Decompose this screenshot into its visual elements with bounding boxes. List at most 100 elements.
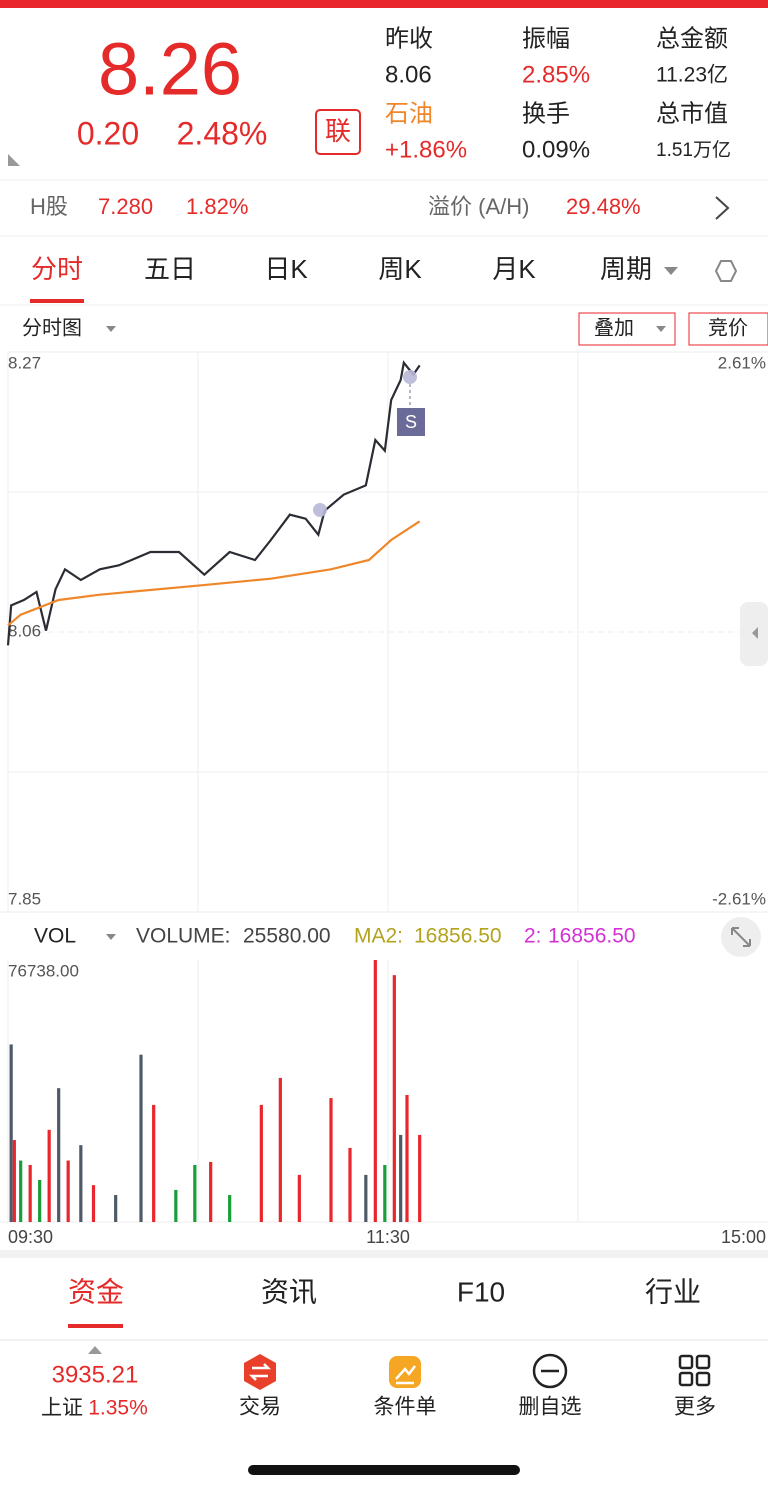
volume-bar bbox=[9, 1044, 13, 1222]
ma: 16856.50 bbox=[414, 925, 502, 948]
dropdown bbox=[106, 934, 116, 940]
stat-value: 0.09% bbox=[522, 136, 590, 163]
tab[interactable]: 周K bbox=[378, 254, 422, 284]
auction-box[interactable] bbox=[688, 312, 768, 346]
x-tick-label: 11:30 bbox=[366, 1227, 410, 1247]
badge-box[interactable] bbox=[315, 109, 361, 155]
order-icon[interactable] bbox=[389, 1356, 421, 1388]
h-label: H股 bbox=[30, 194, 68, 219]
volume-bar bbox=[139, 1054, 143, 1222]
y2-tick-label: -2.61% bbox=[712, 889, 766, 908]
volume-bar bbox=[12, 1140, 16, 1222]
volume-bar bbox=[19, 1160, 23, 1222]
settings-icon[interactable] bbox=[714, 260, 738, 282]
event-dot[interactable] bbox=[313, 503, 327, 517]
bottom-tab[interactable]: 资金 bbox=[68, 1276, 124, 1307]
tab[interactable]: 分时 bbox=[31, 254, 83, 284]
index-name[interactable]: 上证 bbox=[41, 1397, 83, 1420]
volume-bar bbox=[297, 1174, 301, 1222]
price-chart: 7.85 8.06 8.27 -2.61% 2.61% bbox=[6, 351, 768, 913]
tab[interactable]: 日K bbox=[264, 254, 308, 284]
auction[interactable]: 竞价 bbox=[708, 316, 748, 339]
side-arrow bbox=[752, 627, 758, 639]
volume-bar bbox=[405, 1094, 409, 1222]
nav-item[interactable]: 更多 bbox=[674, 1396, 716, 1419]
volume-bar bbox=[66, 1160, 70, 1222]
overlay-box[interactable] bbox=[578, 312, 676, 346]
volume: 25580.00 bbox=[243, 925, 331, 948]
h-price: 7.280 bbox=[98, 194, 153, 219]
marker-box[interactable] bbox=[397, 408, 425, 436]
dropdown bbox=[106, 326, 116, 332]
band bbox=[0, 1250, 768, 1258]
dropdown bbox=[656, 326, 666, 332]
x-tick-label: 09:30 bbox=[8, 1227, 53, 1247]
premium-label: 溢价 (A/H) bbox=[428, 194, 529, 219]
nav-item[interactable]: 条件单 bbox=[374, 1396, 437, 1419]
mode[interactable]: 分时图 bbox=[22, 316, 82, 339]
stat-label: 总金额 bbox=[656, 25, 728, 52]
volume-bar bbox=[329, 1098, 333, 1222]
volume-bar bbox=[383, 1164, 387, 1222]
volume-bar bbox=[418, 1134, 422, 1222]
vol-label[interactable]: VOL bbox=[34, 925, 76, 948]
marker[interactable]: S bbox=[405, 412, 417, 432]
stat-value: 8.06 bbox=[385, 61, 432, 88]
bottom-tab[interactable]: 资讯 bbox=[261, 1276, 317, 1307]
index-value[interactable]: 3935.21 bbox=[52, 1361, 139, 1388]
tab[interactable]: 周期 bbox=[600, 254, 652, 284]
change: 0.20 bbox=[77, 115, 139, 151]
remove-icon[interactable] bbox=[532, 1353, 568, 1389]
change-pct: 2.48% bbox=[177, 115, 268, 151]
trade-glyph bbox=[248, 1363, 272, 1381]
tab-underline bbox=[30, 299, 84, 303]
nav-item[interactable]: 删自选 bbox=[519, 1396, 582, 1419]
volume-bar bbox=[228, 1195, 232, 1222]
volume-bar bbox=[373, 960, 377, 1222]
volume-bar bbox=[348, 1147, 352, 1222]
index-pct[interactable]: 1.35% bbox=[88, 1397, 148, 1420]
volume-bar bbox=[278, 1077, 282, 1222]
tab[interactable]: 月K bbox=[492, 254, 536, 284]
trade-icon[interactable] bbox=[244, 1354, 276, 1390]
stat-label: 石油 bbox=[385, 100, 433, 127]
volume-bar bbox=[114, 1195, 118, 1222]
volume-bar bbox=[364, 1174, 368, 1222]
volume-bar bbox=[399, 1134, 403, 1222]
volume-bar bbox=[152, 1104, 156, 1222]
layout-grid bbox=[0, 352, 768, 1223]
event-dot[interactable] bbox=[403, 370, 417, 384]
price-line bbox=[6, 360, 421, 646]
corner bbox=[8, 154, 20, 166]
volume-bar bbox=[174, 1189, 178, 1222]
volume-bar bbox=[28, 1164, 32, 1222]
tab[interactable]: 五日 bbox=[144, 254, 196, 284]
order-glyph bbox=[395, 1365, 416, 1385]
x-tick-label: 15:00 bbox=[721, 1227, 766, 1247]
ma-label: MA2: bbox=[354, 925, 403, 948]
home-indicator bbox=[248, 1465, 520, 1475]
volume-bar bbox=[259, 1104, 263, 1222]
chevron[interactable] bbox=[715, 196, 730, 220]
bottom-tab[interactable]: 行业 bbox=[645, 1276, 701, 1307]
ma2: 16856.50 bbox=[548, 925, 636, 948]
y-tick-label: 76738.00 bbox=[8, 961, 79, 980]
up-arrow bbox=[88, 1346, 102, 1354]
ma2-label: 2: bbox=[524, 925, 542, 948]
volume-bar bbox=[193, 1164, 197, 1222]
bottom-tab[interactable]: F10 bbox=[457, 1276, 505, 1307]
price-line bbox=[7, 520, 421, 627]
more-icon[interactable] bbox=[678, 1354, 711, 1387]
stat-value: +1.86% bbox=[385, 136, 467, 163]
y-tick-label: 8.27 bbox=[8, 353, 41, 372]
premium: 29.48% bbox=[566, 194, 641, 219]
y2-tick-label: 2.61% bbox=[718, 353, 766, 372]
volume-bar bbox=[209, 1161, 213, 1222]
top-bar bbox=[0, 0, 768, 8]
volume-label: VOLUME: bbox=[136, 925, 231, 948]
nav-item[interactable]: 交易 bbox=[239, 1396, 281, 1419]
badge[interactable]: 联 bbox=[325, 116, 351, 146]
overlay[interactable]: 叠加 bbox=[594, 316, 634, 339]
expand-icon bbox=[731, 927, 751, 947]
